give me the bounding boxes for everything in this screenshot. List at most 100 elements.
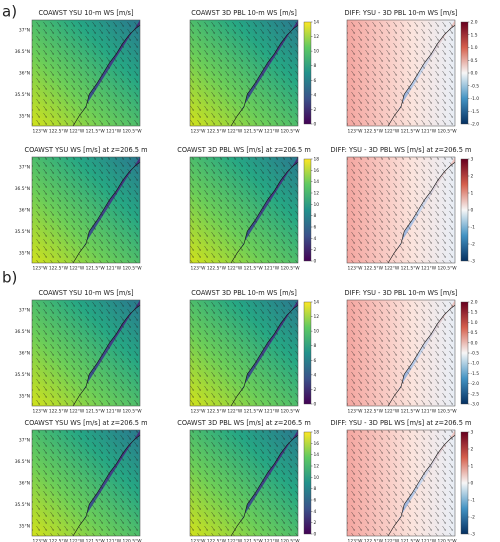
panel-title: COAWST 3D PBL WS [m/s] at z=206.5 m [177,146,311,154]
lon-label: 121°W [421,409,437,415]
lon-label: 122.5°W [49,409,69,415]
colorbar-tick-label: -1.5 [471,371,480,377]
map-panel: COAWST 3D PBL 10-m WS [m/s]123°W 122.5°W 1… [189,289,320,415]
colorbar-tick-label: 4 [314,92,317,98]
lon-label: 120.5°W [437,266,457,272]
lat-label: 35.5°N [15,92,30,98]
map-panel: DIFF: YSU - 3D PBL 10-m WS [m/s] 123°W 122… [345,9,480,135]
colorbar-tick-label: 16 [314,168,320,174]
colorbar-tick-label: 10 [314,49,320,55]
lon-label: 121°W [421,266,437,272]
lon-label: 120.5°W [122,539,142,542]
lat-label: 36°N [19,351,30,357]
colorbar-tick-label: 8 [314,343,317,349]
panel-title: COAWST 3D PBL WS [m/s] at z=206.5 m [177,419,311,427]
lat-label: 35°N [19,251,30,257]
lon-label: 120.5°W [280,266,300,272]
lon-label: 121°W [106,266,122,272]
map-frame [346,156,456,264]
lon-label: 121.5°W [86,129,106,135]
lon-label: 123°W [33,409,49,415]
colorbar [460,431,469,535]
colorbar-tick-label: 2.0 [471,20,478,26]
colorbar-tick-label: 12 [314,314,320,320]
colorbar-tick-label: 2 [314,107,317,113]
colorbar-tick-label: 1.5 [471,32,478,38]
lon-label: 123°W [348,266,364,272]
colorbar-tick-label: 0 [314,532,317,538]
colorbar-tick-label: 0 [471,481,474,487]
colorbar-tick-label: -1.0 [471,361,480,367]
lon-label: 123°W [33,129,49,135]
lon-label: 122.5°W [364,266,384,272]
lon-label: 121°W [421,129,437,135]
panel-title: DIFF: YSU - 3D PBL 10-m WS [m/s] [345,9,458,17]
wind-arrows [32,20,140,126]
map-panel: DIFF: YSU - 3D PBL WS [m/s] at z=206.5 m… [331,419,476,542]
colorbar [460,301,469,405]
colorbar-tick-label: 3 [471,157,474,163]
map-frame [189,156,299,264]
section-label: a) [2,3,17,21]
lon-label: 120.5°W [437,539,457,542]
map-panel: COAWST 3D PBL WS [m/s] at z=206.5 m 123°W… [177,419,319,542]
lon-label: 122.5°W [49,129,69,135]
lon-label: 122°W [384,266,400,272]
lon-label: 121.5°W [86,409,106,415]
lat-label: 35.5°N [15,372,30,378]
panel-title: COAWST YSU 10-m WS [m/s] [38,9,133,17]
colorbar-tick-label: 10 [314,329,320,335]
lon-label: 121°W [264,129,280,135]
lon-label: 121.5°W [86,266,106,272]
lon-label: 123°W [348,129,364,135]
map-frame [189,299,299,407]
colorbar [303,301,312,405]
colorbar-tick-label: 16 [314,441,320,447]
colorbar-tick-label: 6 [314,225,317,231]
lon-label: 122.5°W [364,409,384,415]
lat-label: 35°N [19,114,30,120]
colorbar [303,21,312,125]
lon-label: 120.5°W [122,129,142,135]
map-frame [31,299,141,407]
lon-label: 120.5°W [280,539,300,542]
colorbar-tick-label: 4 [314,372,317,378]
colorbar-tick-label: 4 [314,509,317,515]
map-frame [346,299,456,407]
lon-label: 122°W [69,266,85,272]
colorbar-tick-label: 2 [314,520,317,526]
lat-label: 35.5°N [15,229,30,235]
lon-label: 123°W [33,266,49,272]
map-panel: COAWST 3D PBL 10-m WS [m/s]123°W 122.5°W 1… [189,9,320,135]
lon-label: 122.5°W [207,539,227,542]
lon-label: 121°W [264,539,280,542]
colorbar-tick-label: 6 [314,78,317,84]
lat-label: 36.5°N [15,329,30,335]
lon-label: 120.5°W [280,409,300,415]
lon-label: 122°W [384,129,400,135]
colorbar-tick-label: -1.0 [471,96,480,102]
lon-label: 123°W [191,539,207,542]
lon-label: 122.5°W [207,266,227,272]
wind-arrows [190,20,298,126]
lon-label: 122.5°W [49,539,69,542]
colorbar-tick-label: -2 [471,242,476,248]
colorbar-tick-label: 3 [471,430,474,436]
colorbar-tick-label: -1.5 [471,109,480,115]
panel-title: COAWST YSU 10-m WS [m/s] [38,289,133,297]
colorbar-tick-label: 10 [314,202,320,208]
lon-label: 123°W [348,539,364,542]
colorbar-tick-label: 2 [314,387,317,393]
lon-label: 122°W [227,409,243,415]
lon-label: 121.5°W [244,409,264,415]
colorbar-tick-label: 2 [314,247,317,253]
wind-arrows [32,300,140,406]
colorbar-tick-label: 0 [314,122,317,128]
lon-label: 120.5°W [437,129,457,135]
colorbar-tick-label: 1 [471,191,474,197]
colorbar-tick-label: 18 [314,157,320,163]
colorbar [460,158,469,262]
colorbar-tick-label: 10 [314,475,320,481]
